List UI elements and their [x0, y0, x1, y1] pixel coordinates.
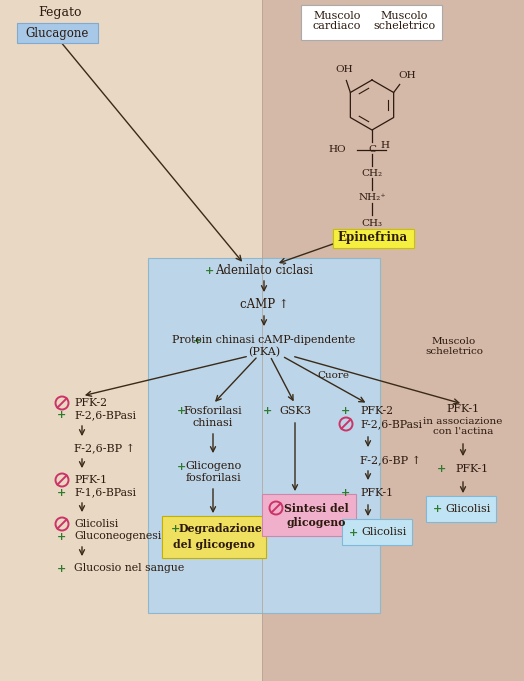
Bar — [0, 0, 262, 681]
Text: glicogeno: glicogeno — [286, 516, 346, 528]
Text: +: + — [341, 405, 351, 417]
Text: F-2,6-BPasi: F-2,6-BPasi — [74, 410, 136, 420]
Text: +: + — [436, 464, 445, 475]
FancyBboxPatch shape — [16, 22, 97, 42]
Bar — [262, 0, 524, 681]
Text: in associazione: in associazione — [423, 417, 503, 426]
Text: Glucosio nel sangue: Glucosio nel sangue — [74, 563, 184, 573]
Text: Cuore: Cuore — [317, 371, 349, 380]
FancyBboxPatch shape — [300, 5, 442, 39]
Text: +: + — [57, 530, 67, 541]
Text: PFK-1: PFK-1 — [446, 404, 479, 414]
Text: +: + — [193, 334, 203, 345]
Text: Glucagone: Glucagone — [25, 27, 89, 39]
Text: F-2,6-BP ↑: F-2,6-BP ↑ — [360, 455, 421, 465]
Text: F-2,6-BP ↑: F-2,6-BP ↑ — [74, 443, 135, 453]
Text: +: + — [171, 524, 181, 535]
Text: NH₂⁺: NH₂⁺ — [358, 193, 386, 202]
Text: del glicogeno: del glicogeno — [173, 539, 255, 550]
Text: OH: OH — [399, 72, 417, 80]
Text: cAMP ↑: cAMP ↑ — [239, 298, 288, 311]
Text: Fosforilasi: Fosforilasi — [183, 406, 243, 416]
Text: Adenilato ciclasi: Adenilato ciclasi — [215, 264, 313, 276]
Text: PFK-1: PFK-1 — [360, 488, 393, 498]
Text: chinasi: chinasi — [193, 418, 233, 428]
Text: Glicolisi: Glicolisi — [445, 504, 490, 514]
Text: C: C — [368, 146, 376, 155]
Text: HO: HO — [329, 146, 346, 155]
Text: +: + — [341, 488, 351, 498]
Bar — [148, 258, 380, 613]
Text: Glicolisi: Glicolisi — [362, 527, 407, 537]
FancyBboxPatch shape — [162, 516, 266, 558]
Text: +: + — [432, 503, 442, 515]
FancyBboxPatch shape — [342, 519, 412, 545]
Text: scheletrico: scheletrico — [373, 21, 435, 31]
Text: scheletrico: scheletrico — [425, 347, 483, 356]
Text: Degradazione: Degradazione — [178, 524, 262, 535]
Text: F-1,6-BPasi: F-1,6-BPasi — [74, 487, 136, 497]
Text: Epinefrina: Epinefrina — [338, 232, 408, 244]
Text: Muscolo: Muscolo — [380, 11, 428, 21]
Text: Muscolo: Muscolo — [432, 337, 476, 346]
Text: (PKA): (PKA) — [248, 347, 280, 357]
Text: Muscolo: Muscolo — [313, 11, 361, 21]
FancyBboxPatch shape — [262, 494, 356, 536]
Text: Fegato: Fegato — [38, 6, 82, 19]
Text: +: + — [177, 405, 185, 417]
Text: PFK-2: PFK-2 — [360, 406, 393, 416]
Text: +: + — [348, 526, 357, 537]
Text: fosforilasi: fosforilasi — [185, 473, 241, 483]
Text: Gluconeogenesi: Gluconeogenesi — [74, 531, 161, 541]
Text: CH₂: CH₂ — [362, 170, 383, 178]
Text: Sintesi del: Sintesi del — [283, 503, 348, 513]
Text: +: + — [57, 486, 67, 498]
Text: OH: OH — [335, 65, 353, 74]
Text: H: H — [380, 140, 389, 150]
Text: Glicogeno: Glicogeno — [185, 461, 241, 471]
Text: GSK3: GSK3 — [279, 406, 311, 416]
Text: +: + — [57, 409, 67, 420]
Text: cardiaco: cardiaco — [313, 21, 361, 31]
Text: CH₃: CH₃ — [362, 219, 383, 227]
Text: +: + — [177, 460, 185, 471]
Text: +: + — [57, 563, 67, 573]
Text: PFK-1: PFK-1 — [74, 475, 107, 485]
Text: Protein chinasi cAMP-dipendente: Protein chinasi cAMP-dipendente — [172, 335, 356, 345]
Text: Glicolisi: Glicolisi — [74, 519, 118, 529]
Text: +: + — [263, 405, 271, 417]
FancyBboxPatch shape — [426, 496, 496, 522]
Text: F-2,6-BPasi: F-2,6-BPasi — [360, 419, 422, 429]
Text: PFK-1: PFK-1 — [455, 464, 488, 474]
FancyBboxPatch shape — [333, 229, 413, 247]
Text: +: + — [205, 264, 215, 276]
Text: con l'actina: con l'actina — [433, 428, 493, 437]
Text: PFK-2: PFK-2 — [74, 398, 107, 408]
